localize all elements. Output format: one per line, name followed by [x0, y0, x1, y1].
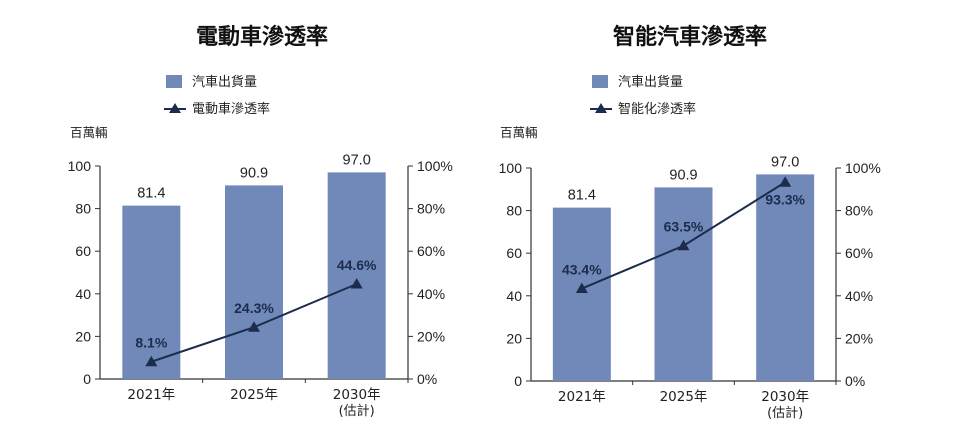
x-category-label: 2025年	[230, 387, 278, 403]
y-right-tick-label: 100%	[417, 158, 453, 174]
line-point-2	[350, 278, 363, 289]
triangle-marker-icon	[595, 103, 607, 113]
unit-label: 百萬輛	[70, 125, 108, 140]
y-left-tick-label: 80	[75, 201, 91, 217]
line-value-label: 93.3%	[765, 191, 805, 207]
bar-1	[654, 187, 713, 381]
x-category-label: 2021年	[127, 387, 175, 403]
bar-0	[122, 205, 181, 379]
y-left-tick-label: 0	[514, 373, 522, 389]
chart-title: 電動車滲透率	[196, 24, 328, 50]
legend-bar-swatch	[592, 75, 608, 88]
y-left-tick-label: 100	[68, 158, 92, 174]
y-right-tick-label: 100%	[845, 160, 881, 176]
bar-2	[756, 174, 815, 381]
bar-value-label: 81.4	[568, 188, 596, 204]
line-value-label: 8.1%	[135, 335, 167, 351]
y-right-tick-label: 80%	[417, 201, 445, 217]
y-right-tick-label: 0%	[845, 373, 865, 389]
legend-bar-label: 汽車出貨量	[192, 74, 257, 90]
y-right-tick-label: 40%	[417, 286, 445, 302]
chart-title: 智能汽車滲透率	[613, 24, 767, 50]
chart-ev-penetration: 電動車滲透率汽車出貨量電動車滲透率百萬輛0204060801000%20%40%…	[68, 24, 453, 419]
y-left-tick-label: 60	[75, 243, 91, 259]
line-value-label: 43.4%	[562, 262, 602, 278]
legend-bar-label: 汽車出貨量	[618, 74, 683, 90]
y-left-tick-label: 0	[83, 371, 91, 387]
y-right-tick-label: 0%	[417, 371, 437, 387]
bar-0	[552, 207, 611, 381]
line-value-label: 24.3%	[234, 300, 274, 316]
line-point-1	[677, 239, 690, 251]
bar-value-label: 97.0	[771, 154, 799, 170]
unit-label: 百萬輛	[500, 125, 538, 140]
line-value-label: 44.6%	[337, 257, 377, 273]
y-left-tick-label: 40	[75, 286, 91, 302]
x-category-label: 2030年	[761, 389, 809, 405]
y-left-tick-label: 40	[506, 288, 522, 304]
y-left-tick-label: 20	[75, 328, 91, 344]
x-category-label: 2030年	[333, 387, 381, 403]
line-point-2	[779, 176, 792, 187]
x-category-sublabel: (估計)	[339, 403, 375, 419]
y-right-tick-label: 40%	[845, 288, 873, 304]
y-right-tick-label: 80%	[845, 203, 873, 219]
line-point-0	[575, 282, 588, 294]
y-right-tick-label: 20%	[417, 328, 445, 344]
y-left-tick-label: 100	[499, 160, 523, 176]
x-category-sublabel: (估計)	[767, 405, 803, 421]
bar-value-label: 81.4	[137, 186, 165, 202]
y-right-tick-label: 60%	[845, 245, 873, 261]
line-point-1	[248, 321, 260, 332]
bar-value-label: 97.0	[343, 152, 371, 168]
y-left-tick-label: 20	[506, 330, 522, 346]
bar-1	[225, 185, 283, 379]
y-left-tick-label: 60	[506, 245, 522, 261]
triangle-marker-icon	[169, 103, 181, 113]
y-left-tick-label: 80	[506, 203, 522, 219]
legend-bar-swatch	[166, 75, 182, 88]
x-category-label: 2021年	[558, 389, 606, 405]
bar-2	[327, 172, 386, 379]
legend-line-label: 智能化滲透率	[618, 101, 696, 117]
bar-value-label: 90.9	[240, 165, 268, 181]
line-value-label: 63.5%	[664, 219, 704, 235]
y-right-tick-label: 20%	[845, 330, 873, 346]
legend-line-label: 電動車滲透率	[192, 101, 270, 117]
bar-value-label: 90.9	[669, 167, 697, 183]
line-point-0	[145, 355, 158, 367]
x-category-label: 2025年	[660, 389, 708, 405]
y-right-tick-label: 60%	[417, 243, 445, 259]
